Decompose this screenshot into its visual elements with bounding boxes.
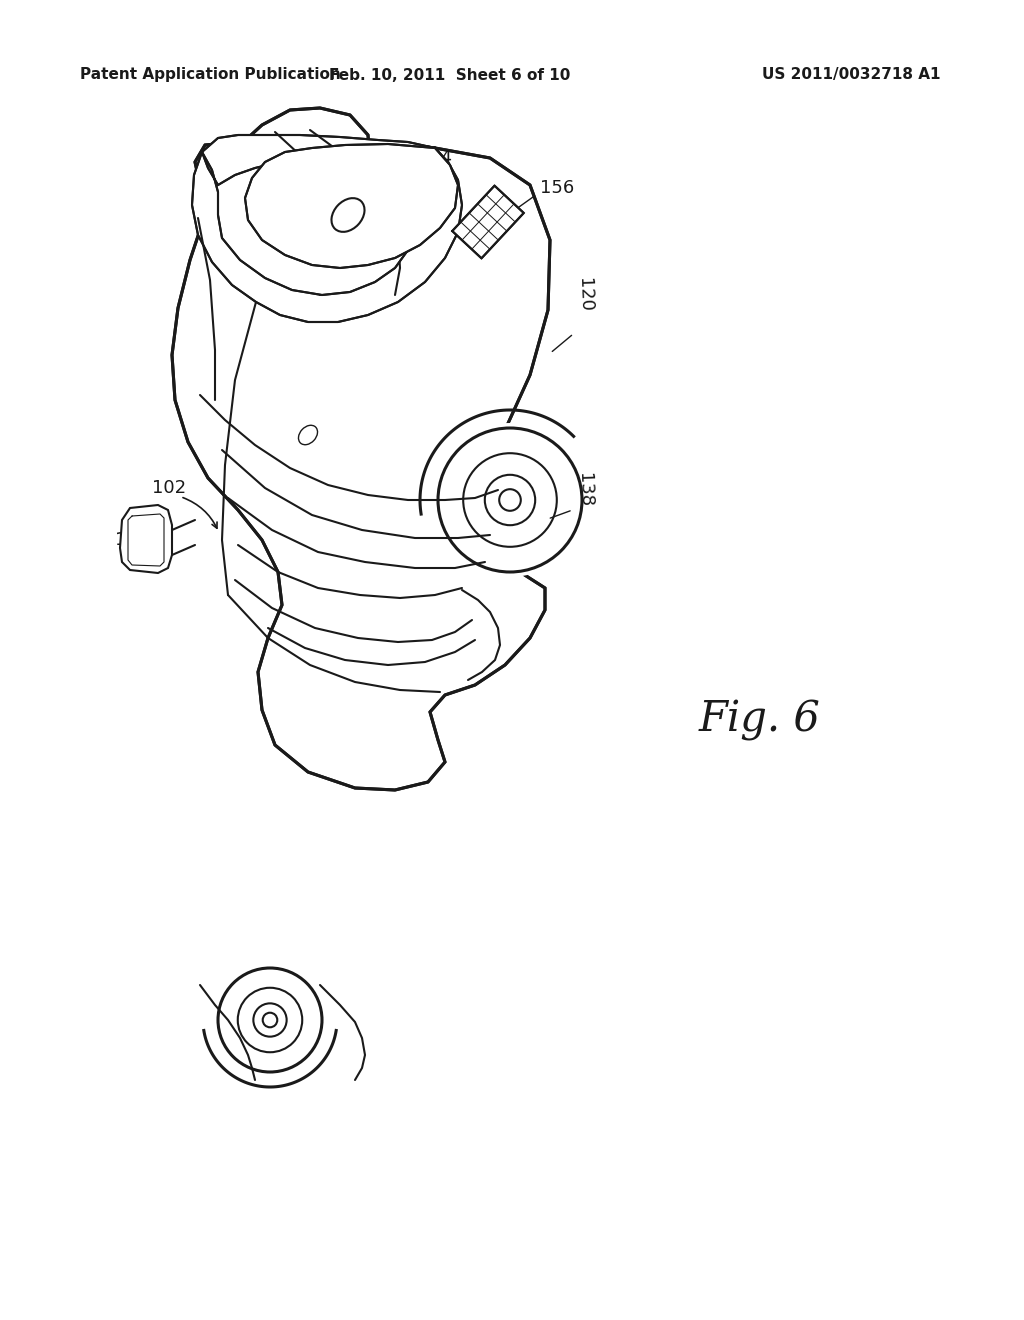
Text: 104: 104: [418, 149, 453, 168]
Ellipse shape: [332, 198, 365, 232]
Polygon shape: [193, 135, 462, 322]
Polygon shape: [172, 108, 550, 789]
Polygon shape: [202, 152, 415, 294]
Circle shape: [213, 964, 327, 1077]
Text: Feb. 10, 2011  Sheet 6 of 10: Feb. 10, 2011 Sheet 6 of 10: [330, 67, 570, 82]
Text: 156: 156: [540, 180, 574, 197]
Text: US 2011/0032718 A1: US 2011/0032718 A1: [762, 67, 940, 82]
Text: Fig. 6: Fig. 6: [699, 700, 821, 741]
Circle shape: [433, 422, 587, 577]
Text: 102: 102: [152, 479, 186, 498]
Ellipse shape: [298, 425, 317, 445]
Circle shape: [500, 490, 521, 511]
Text: 120: 120: [575, 277, 594, 313]
Polygon shape: [453, 186, 523, 259]
Text: Patent Application Publication: Patent Application Publication: [80, 67, 341, 82]
Polygon shape: [245, 144, 458, 268]
Circle shape: [263, 1012, 278, 1027]
Text: 138: 138: [575, 473, 594, 507]
Polygon shape: [120, 506, 172, 573]
Text: 150: 150: [115, 531, 150, 549]
